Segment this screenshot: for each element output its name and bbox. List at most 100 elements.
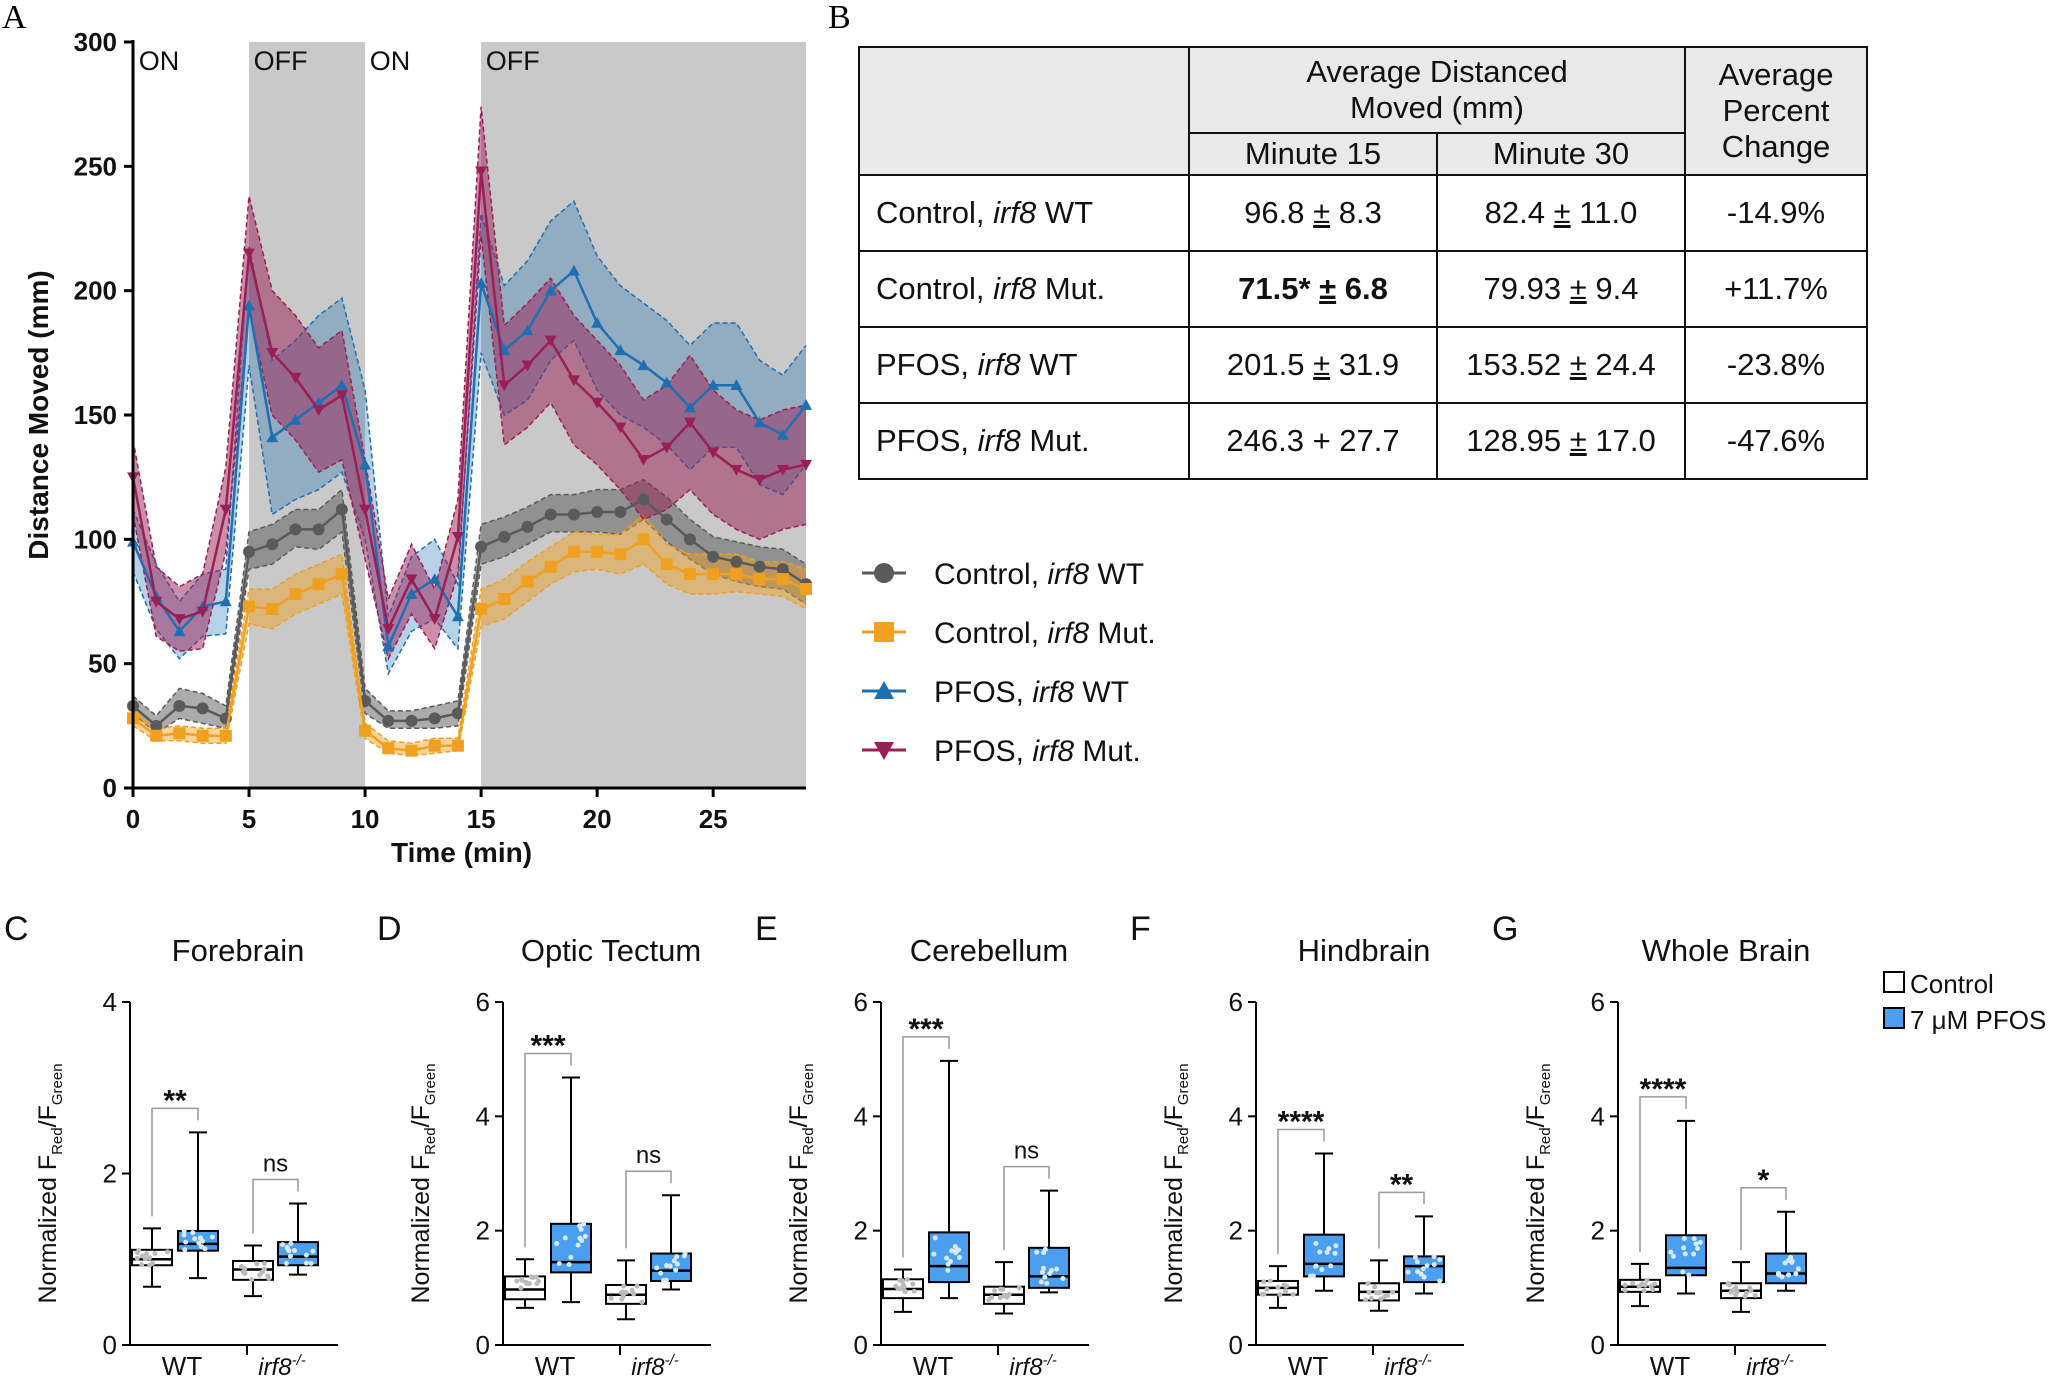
data-point [291, 1247, 297, 1253]
table-row: PFOS, irf8 Mut. 246.3 + 27.7 128.95 ± 17… [858, 402, 1868, 480]
series-line [131, 171, 807, 633]
panel-title: Forebrain [172, 933, 305, 968]
marker-square [289, 588, 302, 601]
data-point [1378, 1296, 1384, 1302]
data-point [1405, 1269, 1411, 1275]
significance-bracket [1378, 1191, 1425, 1249]
marker-triangle-down [730, 464, 743, 476]
significance-bracket [151, 1107, 199, 1217]
y-axis-title: Normalized FRed/FGreen [1160, 1063, 1192, 1303]
marker-square [475, 602, 488, 615]
data-point [1681, 1245, 1687, 1251]
data-point [634, 1283, 640, 1289]
x-tick-label: 15 [467, 804, 496, 834]
panel-label: C [4, 910, 29, 948]
marker-square [753, 573, 766, 586]
data-point [581, 1221, 587, 1227]
row-label: PFOS, irf8 Mut. [858, 402, 1190, 480]
marker-triangle [289, 413, 302, 425]
marker-circle [405, 714, 418, 727]
y-axis-title: Normalized FRed/FGreen [1522, 1063, 1554, 1303]
marker-triangle [521, 324, 534, 336]
data-point [202, 1246, 208, 1252]
data-point [986, 1297, 992, 1303]
marker-circle [289, 523, 302, 536]
marker-circle [707, 550, 720, 563]
data-point [1363, 1297, 1369, 1303]
x-category-label: irf8-/- [258, 1352, 306, 1376]
table-corner-cell [858, 46, 1190, 176]
marker-circle [266, 538, 279, 551]
error-band [133, 106, 806, 659]
line-chart: ON OFF ON OFF 0 50 100 150 200 250 300 0 5 10 15 20 25 Ti… [23, 27, 812, 868]
data-point [1641, 1288, 1647, 1294]
marker-circle [335, 503, 348, 516]
data-point [1005, 1293, 1011, 1299]
data-point [952, 1243, 958, 1249]
data-point [1437, 1278, 1443, 1284]
data-point [1680, 1269, 1686, 1275]
cell-percent-change: -47.6% [1684, 402, 1868, 480]
marker-circle [243, 545, 256, 558]
marker-triangle-down [521, 360, 534, 372]
significance-label: ns [263, 1151, 288, 1178]
data-point [1648, 1283, 1654, 1289]
y-tick-label: 0 [103, 773, 117, 803]
marker-square [382, 742, 395, 755]
cell-minute-30: 153.52 ± 24.4 [1436, 326, 1686, 404]
panel-label: E [755, 910, 778, 948]
marker-square [800, 583, 812, 596]
light-label: ON [139, 46, 180, 76]
data-point [621, 1283, 627, 1289]
y-tick-label: 0 [103, 1330, 117, 1360]
data-point [1424, 1263, 1430, 1269]
marker-square [335, 568, 348, 581]
marker-square [498, 593, 511, 606]
marker-triangle [544, 284, 557, 296]
data-point [658, 1270, 664, 1276]
marker-square [312, 578, 325, 591]
marker-square [243, 600, 256, 613]
x-category-label: WT [1288, 1351, 1329, 1376]
data-point [1259, 1291, 1265, 1297]
data-point [134, 1250, 140, 1256]
x-tick-label: 25 [699, 804, 728, 834]
box [1303, 1233, 1345, 1278]
marker-circle [544, 508, 557, 521]
data-point [524, 1281, 530, 1287]
data-point [182, 1247, 188, 1253]
data-point [190, 1230, 196, 1236]
marker-triangle [428, 573, 441, 584]
data-point [1418, 1271, 1424, 1277]
data-point [1034, 1249, 1040, 1255]
summary-table: Average Distanced Moved (mm) Average Perce… [858, 46, 1868, 480]
x-tick-label: 5 [242, 804, 256, 834]
marker-circle [730, 555, 743, 568]
marker-circle [498, 530, 511, 543]
marker-square [150, 729, 163, 742]
marker-triangle-down [289, 372, 302, 384]
data-point [674, 1261, 680, 1267]
header-minute-15: Minute 15 [1188, 132, 1438, 176]
data-point [1682, 1251, 1688, 1257]
significance-bracket [252, 1178, 299, 1234]
marker-triangle-down [312, 405, 325, 417]
panel-label: F [1130, 910, 1151, 948]
data-point [1695, 1246, 1701, 1252]
data-point [266, 1276, 272, 1282]
data-point [1795, 1266, 1801, 1272]
significance-label: * [1758, 1164, 1770, 1197]
marker-square [405, 744, 418, 757]
data-point [1686, 1272, 1692, 1278]
cell-minute-15: 246.3 + 27.7 [1188, 402, 1438, 480]
marker-triangle [173, 625, 186, 637]
data-point [254, 1261, 260, 1267]
y-tick-label: 0 [1229, 1330, 1243, 1360]
data-point [901, 1284, 907, 1290]
significance-bracket [1277, 1128, 1325, 1255]
data-point [144, 1251, 150, 1257]
y-tick-label: 2 [854, 1216, 868, 1246]
marker-square [730, 568, 743, 581]
marker-triangle-down [335, 390, 348, 402]
y-axis-title: Normalized FRed/FGreen [407, 1063, 439, 1303]
